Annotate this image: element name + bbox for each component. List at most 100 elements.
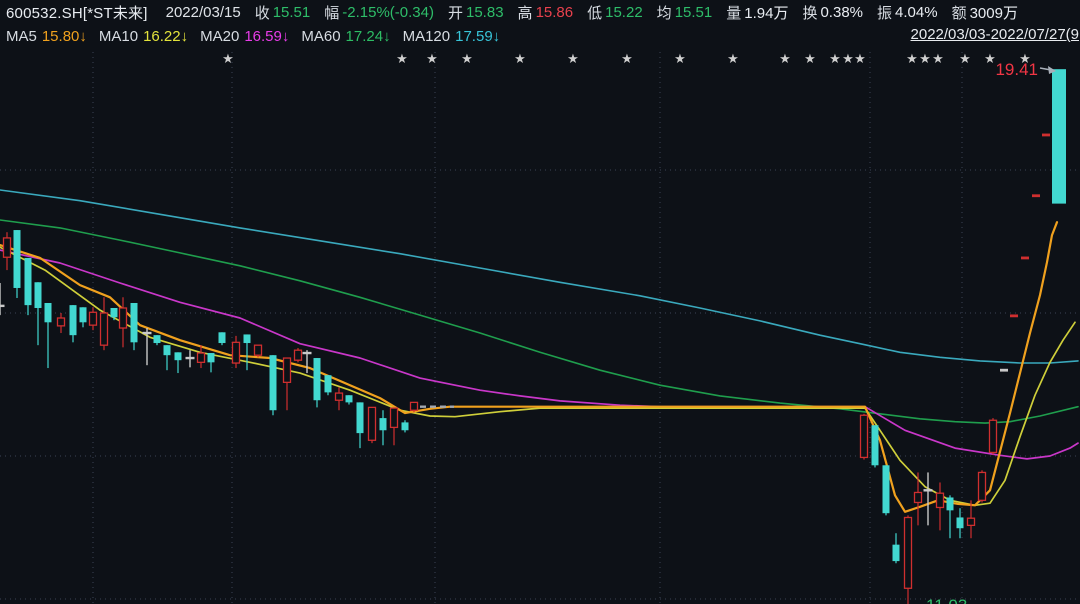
- candle[interactable]: [871, 425, 879, 468]
- candle[interactable]: [1032, 194, 1040, 198]
- event-star-icon[interactable]: ★: [621, 52, 633, 67]
- event-star-icon[interactable]: ★: [674, 52, 686, 67]
- candle-body-down: [892, 544, 900, 562]
- candle[interactable]: [977, 470, 987, 503]
- event-star-icon[interactable]: ★: [919, 52, 931, 67]
- candle[interactable]: [196, 345, 206, 369]
- candle-body-up: [913, 491, 923, 504]
- event-star-icon[interactable]: ★: [906, 52, 918, 67]
- candle[interactable]: [24, 257, 32, 316]
- event-star-icon[interactable]: ★: [984, 52, 996, 67]
- candle[interactable]: [218, 332, 226, 346]
- candle[interactable]: [207, 353, 215, 373]
- candle[interactable]: [79, 307, 87, 328]
- field-label: MA20: [200, 27, 240, 45]
- candle[interactable]: [142, 328, 152, 366]
- candle[interactable]: [163, 345, 171, 371]
- candle[interactable]: [88, 307, 98, 331]
- field-value: 4.04%: [895, 3, 938, 21]
- event-star-icon[interactable]: ★: [829, 52, 841, 67]
- candle[interactable]: [966, 500, 976, 539]
- date-range-link[interactable]: 2022/03/03-2022/07/27(9: [910, 26, 1079, 43]
- field-value: 17.59↓: [455, 27, 501, 45]
- candle[interactable]: [345, 395, 353, 405]
- candle[interactable]: [882, 465, 890, 516]
- candle[interactable]: [34, 282, 42, 346]
- candle[interactable]: [892, 533, 900, 564]
- candle[interactable]: [956, 508, 964, 539]
- candle[interactable]: [923, 472, 933, 526]
- ma-indicator: MA5 15.80↓: [6, 28, 87, 45]
- candle[interactable]: [13, 230, 21, 298]
- event-star-icon[interactable]: ★: [932, 52, 944, 67]
- candle[interactable]: [367, 406, 377, 444]
- candle-body-down: [345, 395, 353, 403]
- candle-body-up: [367, 406, 377, 441]
- candle[interactable]: [903, 515, 913, 604]
- candle[interactable]: [56, 313, 66, 334]
- candle[interactable]: [0, 282, 5, 316]
- candle[interactable]: [409, 401, 419, 413]
- candle[interactable]: [110, 307, 118, 321]
- candle[interactable]: [293, 348, 303, 363]
- candle[interactable]: [253, 344, 263, 358]
- limit-move-dash: [1042, 133, 1050, 137]
- candle[interactable]: [401, 420, 409, 433]
- candle-body-down: [356, 402, 364, 434]
- candle[interactable]: [935, 482, 945, 531]
- candle[interactable]: [99, 297, 109, 351]
- candle[interactable]: [185, 350, 195, 368]
- event-star-icon[interactable]: ★: [854, 52, 866, 67]
- event-star-icon[interactable]: ★: [222, 52, 234, 67]
- candle[interactable]: [153, 335, 161, 346]
- event-star-icon[interactable]: ★: [959, 52, 971, 67]
- candle[interactable]: [130, 302, 138, 351]
- candle[interactable]: [44, 302, 52, 369]
- candle[interactable]: [231, 335, 241, 369]
- candle[interactable]: [313, 358, 321, 408]
- ma-indicator: MA10 16.22↓: [99, 28, 188, 45]
- candle[interactable]: [1000, 368, 1008, 372]
- candle[interactable]: [324, 375, 332, 396]
- event-star-icon[interactable]: ★: [514, 52, 526, 67]
- field-label: 振: [877, 4, 893, 22]
- candle[interactable]: [859, 413, 869, 460]
- event-star-icon[interactable]: ★: [461, 52, 473, 67]
- candle[interactable]: [302, 350, 312, 374]
- candle[interactable]: [946, 495, 954, 539]
- candle[interactable]: [282, 357, 292, 411]
- event-star-icon[interactable]: ★: [804, 52, 816, 67]
- candle[interactable]: [988, 418, 998, 455]
- candles: [0, 69, 1066, 604]
- candle[interactable]: [389, 407, 399, 446]
- candle[interactable]: [1010, 314, 1018, 318]
- candle[interactable]: [334, 387, 344, 411]
- candle[interactable]: [243, 334, 251, 371]
- event-star-icon[interactable]: ★: [426, 52, 438, 67]
- candle[interactable]: [174, 352, 182, 374]
- limit-move-dash: [1021, 256, 1029, 260]
- candle[interactable]: [379, 410, 387, 446]
- candle[interactable]: [1042, 133, 1050, 137]
- field-label: 均: [656, 4, 672, 22]
- event-star-icon[interactable]: ★: [842, 52, 854, 67]
- candle[interactable]: [2, 232, 12, 271]
- candle[interactable]: [69, 305, 77, 343]
- candle-body-down: [956, 517, 964, 529]
- candle[interactable]: [1052, 69, 1066, 204]
- event-star-icon[interactable]: ★: [396, 52, 408, 67]
- event-star-icon[interactable]: ★: [1019, 52, 1031, 67]
- candle[interactable]: [269, 355, 277, 416]
- candle[interactable]: [356, 402, 364, 449]
- stock-symbol[interactable]: 600532.SH[*ST未来]: [6, 4, 148, 22]
- event-star-icon[interactable]: ★: [727, 52, 739, 67]
- candle[interactable]: [1021, 256, 1029, 260]
- candle-body-up: [253, 344, 263, 356]
- candle[interactable]: [118, 297, 128, 348]
- event-star-icon[interactable]: ★: [567, 52, 579, 67]
- quote-field: 量 1.94万: [726, 2, 788, 23]
- ma-line-ma20: [0, 249, 1079, 460]
- candle[interactable]: [913, 472, 923, 526]
- event-star-icon[interactable]: ★: [779, 52, 791, 67]
